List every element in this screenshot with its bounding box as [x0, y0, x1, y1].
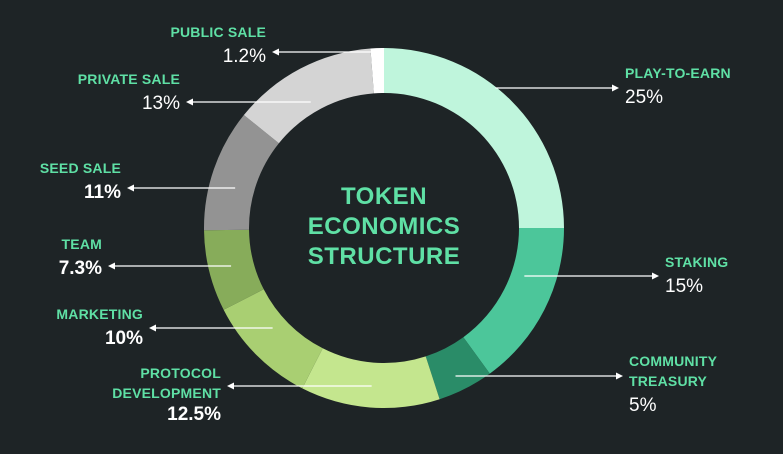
- arrowhead: [612, 84, 619, 92]
- slice-community-treasury: [425, 337, 490, 400]
- slice-name-label: STAKING: [665, 254, 728, 270]
- slice-play-to-earn: [384, 48, 564, 228]
- slice-value-label: 7.3%: [59, 258, 102, 279]
- chart-title-line-3: STRUCTURE: [308, 243, 461, 270]
- slice-name-label: MARKETING: [56, 306, 143, 322]
- arrowhead: [108, 262, 115, 270]
- slice-value-label: 1.2%: [223, 46, 266, 67]
- slice-name-label: PUBLIC SALE: [170, 24, 266, 40]
- slice-private-sale: [243, 48, 374, 144]
- slice-protocol-development: [302, 348, 440, 409]
- slice-value-label: 15%: [665, 276, 703, 297]
- arrowhead: [272, 48, 279, 56]
- arrowhead: [149, 324, 156, 332]
- slice-team: [204, 229, 264, 310]
- slice-name-label: PLAY-TO-EARN: [625, 65, 731, 81]
- arrowhead: [227, 382, 234, 390]
- slice-value-label: 10%: [105, 328, 143, 349]
- slice-staking: [463, 228, 564, 374]
- slice-value-label: 13%: [142, 93, 180, 114]
- slice-value-label: 11%: [84, 182, 121, 203]
- slice-value-label: 12.5%: [167, 404, 221, 425]
- slice-name-label: PRIVATE SALE: [78, 71, 180, 87]
- slice-name-label: TREASURY: [629, 373, 708, 389]
- slice-name-label: COMMUNITY: [629, 353, 718, 369]
- slice-name-label: TEAM: [62, 236, 102, 252]
- donut-slices: [203, 48, 564, 409]
- slice-value-label: 5%: [629, 395, 657, 416]
- slice-name-label: SEED SALE: [40, 160, 121, 176]
- slice-value-label: 25%: [625, 87, 663, 108]
- slice-labels: PLAY-TO-EARN 25% STAKING 15% COMMUNITY TREASU…: [40, 24, 731, 425]
- slice-name-label: PROTOCOL: [140, 365, 221, 381]
- slice-name-label: DEVELOPMENT: [112, 385, 221, 401]
- chart-title-line-2: ECONOMICS: [308, 213, 461, 240]
- slice-seed-sale: [203, 115, 279, 231]
- arrowhead: [616, 372, 623, 380]
- leader-lines: [108, 48, 659, 390]
- arrowhead: [186, 98, 193, 106]
- chart-title-line-1: TOKEN: [341, 183, 427, 210]
- arrowhead: [652, 272, 659, 280]
- slice-marketing: [223, 289, 323, 389]
- slice-public-sale: [370, 48, 384, 94]
- arrowhead: [127, 184, 134, 192]
